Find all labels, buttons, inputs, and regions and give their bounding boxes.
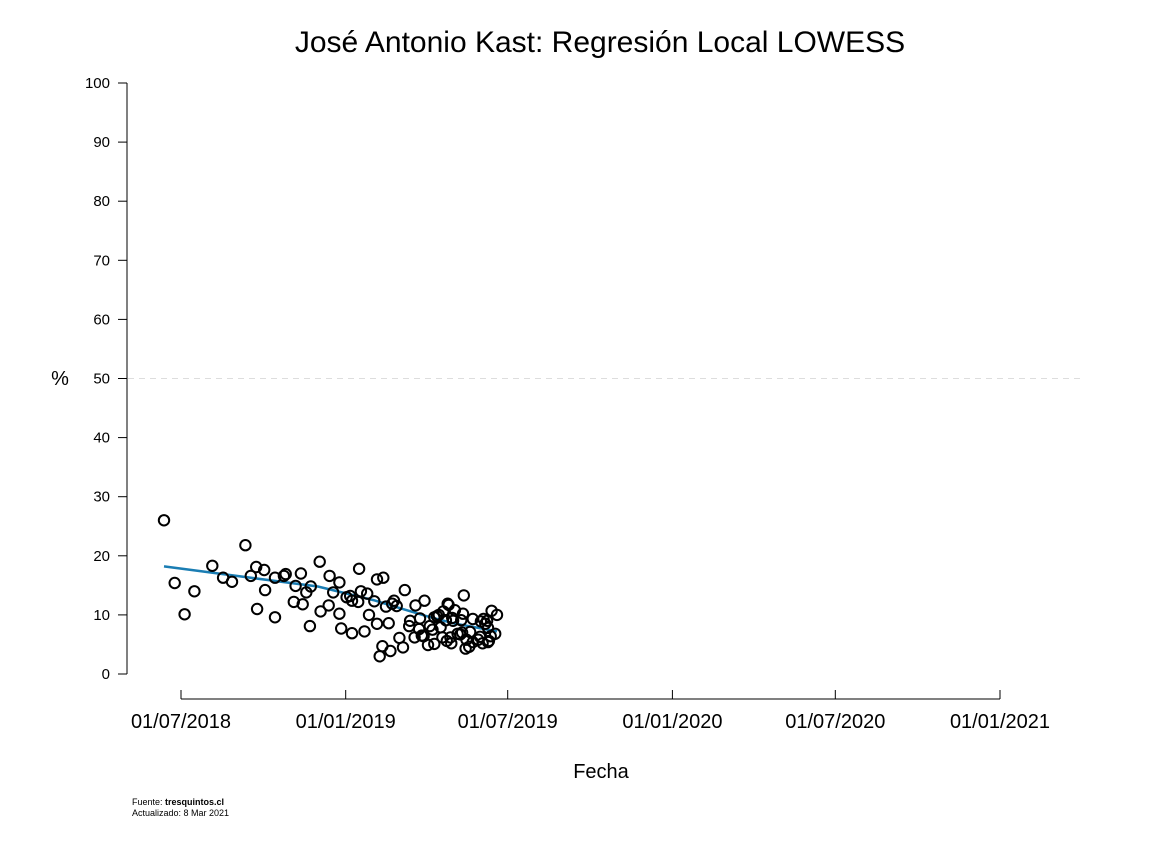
y-tick-label: 90	[93, 134, 110, 151]
data-point	[168, 576, 181, 590]
data-point	[368, 595, 381, 608]
x-tick-label: 01/07/2018	[131, 711, 231, 733]
x-axis-label: Fecha	[573, 761, 629, 783]
x-tick-label: 01/01/2020	[622, 711, 722, 733]
data-point	[352, 562, 366, 575]
data-point	[384, 644, 397, 658]
data-point	[490, 608, 504, 622]
data-point	[333, 576, 346, 589]
source-line: Fuente: tresquintos.cl	[132, 797, 229, 808]
data-point	[313, 555, 326, 568]
y-tick-label: 0	[102, 666, 110, 683]
y-tick-label: 30	[93, 489, 110, 506]
y-tick-label: 10	[93, 607, 110, 624]
data-point	[373, 650, 386, 663]
y-tick-label: 60	[93, 311, 110, 328]
x-tick-label: 01/01/2019	[296, 711, 396, 733]
y-tick-label: 80	[93, 193, 110, 210]
data-point	[421, 638, 435, 652]
y-tick-label: 70	[93, 252, 110, 269]
data-point	[303, 619, 317, 633]
x-tick-label: 01/01/2021	[950, 711, 1050, 733]
scatter-points	[157, 514, 504, 663]
data-point	[362, 608, 376, 622]
data-point	[358, 625, 371, 638]
updated-line: Actualizado: 8 Mar 2021	[132, 808, 230, 818]
x-tick-label: 01/07/2019	[458, 711, 558, 733]
data-point	[390, 599, 403, 613]
data-point	[239, 539, 252, 552]
data-point	[294, 567, 308, 580]
data-point	[206, 559, 219, 572]
y-tick-label: 20	[93, 548, 110, 565]
data-point	[268, 611, 282, 624]
data-point	[445, 637, 458, 650]
x-axis: 01/07/2018 01/01/2019 01/07/2019 01/01/2020…	[131, 690, 1050, 733]
data-point	[335, 622, 348, 635]
data-point	[481, 621, 495, 635]
data-point	[418, 594, 431, 607]
y-tick-label: 100	[85, 75, 110, 92]
data-point	[370, 617, 384, 630]
data-point	[489, 627, 502, 640]
data-point	[413, 612, 427, 625]
x-tick-label: 01/07/2020	[785, 711, 885, 733]
data-point	[398, 583, 411, 597]
data-point	[268, 571, 282, 584]
data-point	[333, 607, 346, 620]
data-point	[277, 569, 291, 583]
data-point	[279, 567, 292, 581]
data-point	[439, 614, 453, 627]
data-point	[322, 599, 335, 612]
data-point	[345, 627, 359, 640]
data-point	[426, 623, 439, 636]
chart-title: José Antonio Kast: Regresión Local LOWES…	[295, 26, 905, 59]
data-point	[457, 589, 470, 602]
data-point	[327, 586, 340, 599]
source-label: Fuente:	[132, 797, 166, 807]
data-point	[354, 585, 368, 598]
data-point	[157, 514, 171, 527]
y-axis-label: %	[51, 368, 69, 390]
data-point	[304, 580, 317, 593]
data-point	[361, 587, 374, 600]
data-point	[480, 614, 494, 627]
data-point	[296, 598, 309, 611]
source-value: tresquintos.cl	[165, 797, 225, 807]
data-point	[289, 579, 302, 593]
data-point	[382, 617, 395, 630]
data-point	[225, 575, 239, 588]
data-point	[428, 637, 441, 651]
y-axis: 0 10 20 30 40 50 60 70 80 90 100	[85, 75, 128, 683]
data-point	[250, 560, 263, 574]
data-point	[188, 585, 201, 598]
data-point	[476, 637, 489, 650]
data-point	[258, 563, 271, 577]
data-point	[396, 641, 410, 654]
y-tick-label: 50	[93, 371, 110, 388]
footer: Fuente: tresquintos.cl Actualizado: 8 Ma…	[132, 797, 229, 819]
data-point	[244, 569, 258, 583]
data-point	[377, 571, 390, 584]
data-point	[323, 569, 336, 583]
y-tick-label: 40	[93, 430, 110, 447]
data-point	[178, 608, 191, 621]
data-point	[370, 573, 384, 586]
data-point	[455, 614, 468, 627]
data-point	[314, 605, 327, 618]
data-point	[250, 602, 264, 616]
data-point	[352, 595, 365, 609]
data-point	[345, 594, 359, 607]
data-point	[258, 583, 272, 597]
data-point	[456, 607, 470, 620]
